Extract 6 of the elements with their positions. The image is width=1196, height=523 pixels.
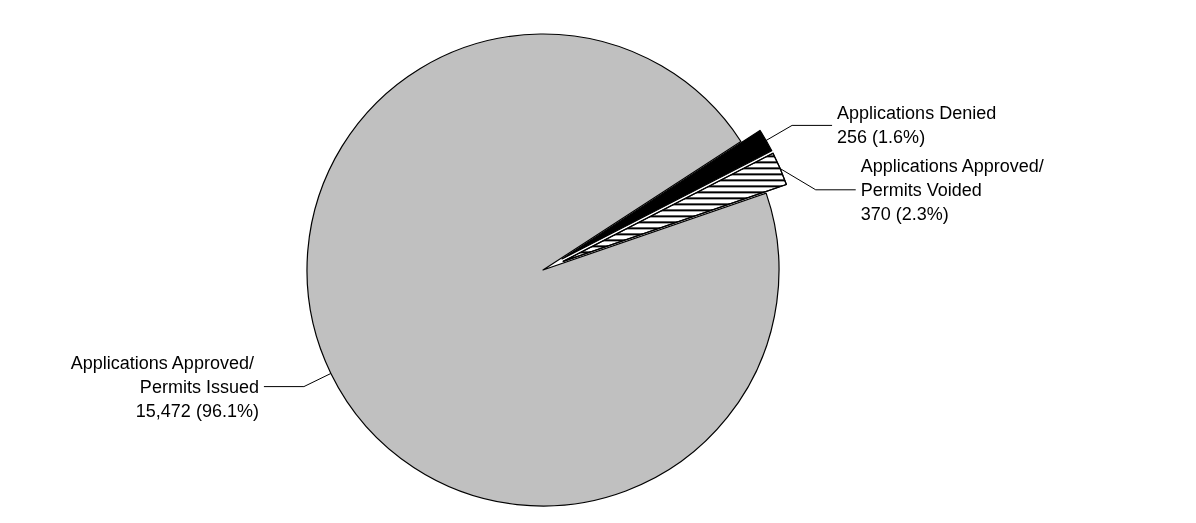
- slice-label: Applications Denied: [837, 103, 997, 124]
- data-label: 256 (1.6%): [837, 127, 926, 148]
- data-label: 370 (2.3%): [860, 203, 949, 224]
- slice-label: Applications Approved/ Permits Issued: [70, 352, 259, 397]
- slice-label: Applications Approved/ Permits Voided: [860, 155, 1049, 200]
- data-label: 15,472 (96.1%): [135, 400, 259, 421]
